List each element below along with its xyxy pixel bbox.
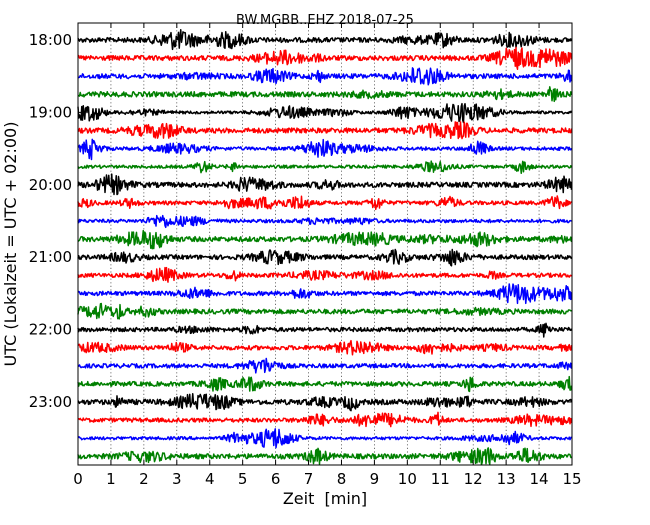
x-tick-label: 14: [530, 470, 549, 488]
grid-lines: [110, 23, 540, 465]
x-tick-label: 7: [304, 470, 314, 488]
trace-2030: [77, 214, 572, 229]
y-tick-label: 19:00: [29, 103, 72, 121]
traces: [77, 29, 573, 466]
trace-2045: [77, 229, 573, 250]
plot-frame: [77, 22, 573, 466]
y-tick-label: 22:00: [29, 321, 72, 339]
axis-ticks: 0 1 2 3 4 5 6 7 8 9 10 11 12 13 14 1518:0019:0020:0021:…: [29, 23, 582, 488]
trace-1845: [77, 86, 573, 103]
x-tick-label: 5: [238, 470, 248, 488]
y-tick-label: 20:00: [29, 176, 72, 194]
trace-1830: [77, 67, 573, 86]
trace-1915: [77, 121, 573, 140]
x-tick-label: 8: [337, 470, 347, 488]
trace-2145: [77, 302, 572, 320]
trace-2245: [77, 375, 573, 393]
trace-2300: [77, 393, 573, 412]
x-tick-label: 15: [562, 470, 581, 488]
chart-title: BW.MGBB..EHZ 2018-07-25: [236, 13, 414, 28]
x-tick-label: 4: [205, 470, 215, 488]
trace-2100: [77, 248, 573, 267]
x-tick-label: 2: [139, 470, 149, 488]
trace-2345: [77, 447, 573, 466]
x-tick-label: 9: [370, 470, 380, 488]
trace-2200: [77, 322, 573, 338]
x-tick-label: 13: [497, 470, 516, 488]
y-axis-label: UTC (Lokalzeit = UTC + 02:00): [1, 122, 20, 367]
trace-1815: [77, 46, 573, 70]
trace-2015: [77, 195, 573, 211]
x-tick-label: 12: [464, 470, 483, 488]
x-tick-label: 10: [398, 470, 417, 488]
trace-1945: [77, 160, 573, 174]
trace-2315: [77, 411, 573, 428]
trace-2330: [77, 428, 573, 449]
trace-1930: [77, 138, 573, 161]
trace-2000: [77, 173, 573, 196]
x-tick-label: 11: [431, 470, 450, 488]
x-tick-label: 0: [73, 470, 83, 488]
x-axis-label: Zeit [min]: [283, 489, 367, 508]
trace-2115: [77, 266, 573, 283]
x-tick-label: 3: [172, 470, 182, 488]
y-tick-label: 23:00: [29, 393, 72, 411]
x-tick-label: 1: [106, 470, 116, 488]
y-tick-label: 18:00: [29, 31, 72, 49]
trace-2230: [77, 357, 573, 374]
y-tick-label: 21:00: [29, 248, 72, 266]
trace-2130: [77, 283, 573, 305]
x-tick-label: 6: [271, 470, 281, 488]
trace-2215: [77, 339, 573, 356]
trace-1900: [77, 102, 572, 124]
trace-1800: [77, 29, 573, 51]
